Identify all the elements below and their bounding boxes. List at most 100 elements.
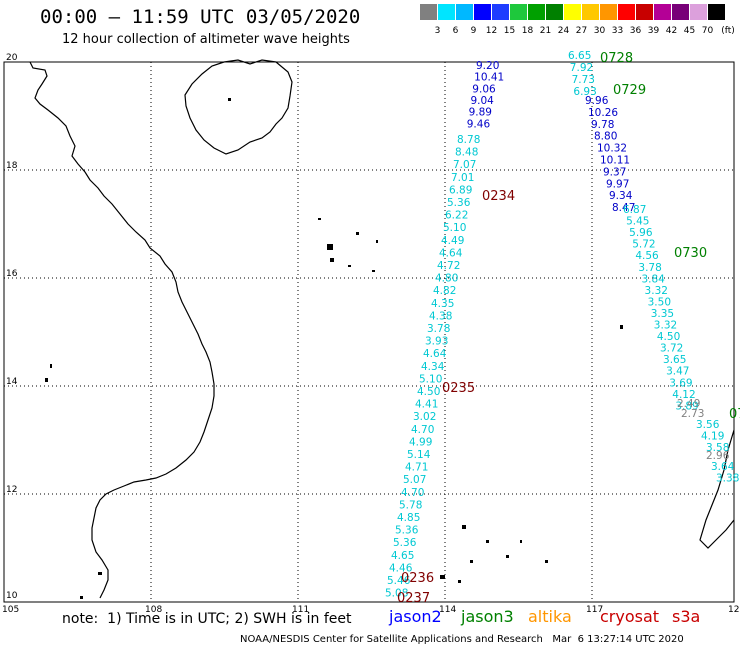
swh-value: 5.96 [629, 227, 653, 239]
swh-value: 4.46 [389, 562, 413, 574]
swh-value: 5.36 [447, 197, 471, 209]
swh-value: 4.38 [429, 310, 452, 322]
swh-value: 9.37 [603, 166, 626, 178]
swh-value: 9.06 [472, 83, 496, 95]
swh-value: 10.11 [600, 155, 630, 167]
time-mark: 0235 [442, 381, 475, 396]
swh-value: 4.50 [657, 331, 680, 343]
legend-item-s3a: s3a [672, 607, 701, 626]
longitude-label: 114 [439, 605, 456, 615]
swh-value: 3.58 [706, 442, 729, 454]
swh-value: 3.69 [669, 377, 692, 389]
swh-value: 5.07 [403, 474, 426, 486]
longitude-label: 117 [586, 605, 603, 615]
latitude-label: 10 [6, 591, 18, 601]
swh-value: 10.32 [597, 143, 627, 155]
scale-label: 12 [485, 26, 498, 36]
swh-value: 6.93 [573, 86, 596, 98]
swh-value: 4.41 [415, 399, 438, 411]
swh-value: 3.65 [663, 354, 686, 366]
swh-value: 6.65 [568, 50, 591, 62]
swh-value: 4.34 [421, 361, 445, 373]
latitude-label: 12 [6, 485, 17, 495]
swh-value: 3.50 [648, 296, 671, 308]
swh-value: 5.45 [626, 216, 649, 228]
latitude-label: 20 [6, 53, 18, 63]
swh-value: 7.73 [572, 74, 595, 86]
swh-value: 10.41 [474, 72, 504, 84]
swh-value: 4.49 [441, 235, 464, 247]
scale-label: 3 [434, 26, 441, 36]
legend-item-jason2: jason2 [389, 607, 442, 626]
coastline-hainan [184, 59, 293, 155]
latitude-label: 14 [6, 377, 18, 387]
swh-value: 4.71 [405, 462, 428, 474]
swh-value: 8.80 [594, 131, 617, 143]
swh-value: 4.65 [391, 550, 414, 562]
swh-value: 3.78 [638, 262, 661, 274]
swh-value: 10.26 [588, 107, 618, 119]
axis-labels: 105 108 111 114 117 120 10 12 14 16 18 20 [2, 53, 740, 615]
grid-lines [4, 62, 734, 602]
legend-item-cryosat: cryosat [600, 607, 660, 626]
swh-value: 6.22 [445, 210, 468, 222]
scale-label: 18 [521, 26, 534, 36]
latitude-label: 18 [6, 161, 18, 171]
swh-value: 3.93 [425, 336, 448, 348]
scale-swatch [420, 4, 437, 20]
coastline-vietnam [29, 61, 215, 599]
scale-swatch [438, 4, 455, 20]
swh-value: 9.34 [609, 190, 633, 202]
scale-label: 9 [470, 26, 477, 36]
scale-label: 30 [593, 26, 606, 36]
scale-label: 21 [539, 26, 552, 36]
scale-label: 6 [452, 26, 459, 36]
swh-value: 9.89 [469, 107, 492, 119]
swh-value: 9.20 [476, 60, 499, 72]
scale-swatch [510, 4, 527, 20]
time-mark: 0730 [674, 246, 707, 261]
coastline-philippines [699, 429, 735, 549]
swh-value: 3.35 [651, 308, 674, 320]
scale-swatch [564, 4, 581, 20]
swh-value: 5.14 [407, 449, 431, 461]
swh-value: 8.48 [455, 147, 478, 159]
time-mark: 0729 [613, 83, 646, 98]
swh-value: 5.72 [632, 239, 655, 251]
page-title: 00:00 – 11:59 UTC 03/05/2020 [40, 6, 361, 28]
scale-swatch [546, 4, 563, 20]
time-mark: 0234 [482, 189, 515, 204]
scale-swatch [492, 4, 509, 20]
swh-value: 7.07 [453, 159, 476, 171]
swh-value: 3.72 [660, 343, 683, 355]
swh-value: 3.32 [654, 320, 677, 332]
swh-value: 9.78 [591, 119, 614, 131]
swh-value: 9.04 [470, 95, 494, 107]
swh-value: 6.87 [623, 204, 646, 216]
swh-value: 3.32 [645, 285, 668, 297]
scale-label: 27 [575, 26, 588, 36]
scale-label: 70 [701, 26, 714, 36]
swh-value: 5.36 [395, 525, 419, 537]
swh-value: 5.10 [443, 222, 466, 234]
scale-swatch [528, 4, 545, 20]
swh-value: 4.56 [635, 250, 659, 262]
scale-label: 45 [683, 26, 696, 36]
swh-value: 4.64 [439, 247, 463, 259]
swh-value: 8.78 [457, 134, 480, 146]
swh-value: 4.70 [401, 487, 424, 499]
longitude-label: 105 [2, 605, 19, 615]
scale-swatch [636, 4, 653, 20]
legend-item-altika: altika [528, 607, 572, 626]
swh-value: 4.72 [437, 260, 460, 272]
swh-value: 3.38 [716, 473, 739, 485]
scale-swatch [708, 4, 725, 20]
time-mark: 0236 [401, 571, 434, 586]
swh-value: 7.01 [451, 172, 474, 184]
scale-unit-label: (ft) [721, 26, 735, 36]
scale-swatch [690, 4, 707, 20]
swh-value: 2.49 [677, 398, 700, 410]
swh-value: 3.89 [675, 400, 698, 412]
